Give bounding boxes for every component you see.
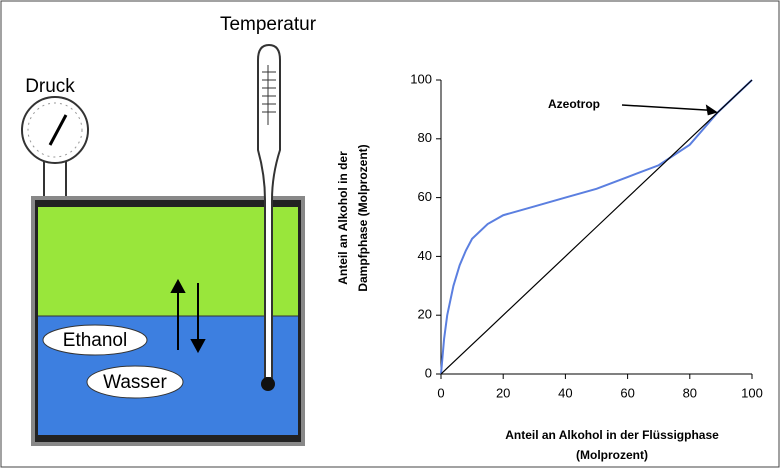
x-axis-label: (Molprozent) xyxy=(576,448,648,462)
x-axis-label: Anteil an Alkohol in der Flüssigphase xyxy=(505,428,719,442)
page: {"labels": {"pressure": "Druck", "temper… xyxy=(0,0,780,468)
x-tick-label: 60 xyxy=(620,385,634,400)
temperature-label: Temperatur xyxy=(220,14,317,35)
y-axis-label: Anteil an Alkohol in der xyxy=(336,151,350,285)
y-axis-label: Dampfphase (Molprozent) xyxy=(356,144,370,291)
vapor-phase xyxy=(38,207,298,316)
y-tick-label: 40 xyxy=(418,248,432,263)
gauge xyxy=(22,97,88,163)
x-tick-label: 20 xyxy=(496,385,510,400)
ethanol-label: Ethanol xyxy=(63,330,127,351)
x-tick-label: 100 xyxy=(741,385,763,400)
annotation: Azeotrop xyxy=(548,97,600,111)
y-tick-label: 80 xyxy=(418,130,432,145)
y-tick-label: 20 xyxy=(418,307,432,322)
x-tick-label: 80 xyxy=(683,385,697,400)
water-label: Wasser xyxy=(103,372,167,393)
figure: Druck Ethanol Wasser Temperatur 0 20 40 60 8… xyxy=(0,0,780,468)
y-tick-label: 100 xyxy=(410,71,432,86)
x-tick-label: 40 xyxy=(558,385,572,400)
thermometer-bulb xyxy=(261,377,275,391)
y-tick-label: 60 xyxy=(418,189,432,204)
y-tick-label: 0 xyxy=(425,365,432,380)
x-tick-label: 0 xyxy=(437,385,444,400)
pressure-label: Druck xyxy=(25,76,75,97)
